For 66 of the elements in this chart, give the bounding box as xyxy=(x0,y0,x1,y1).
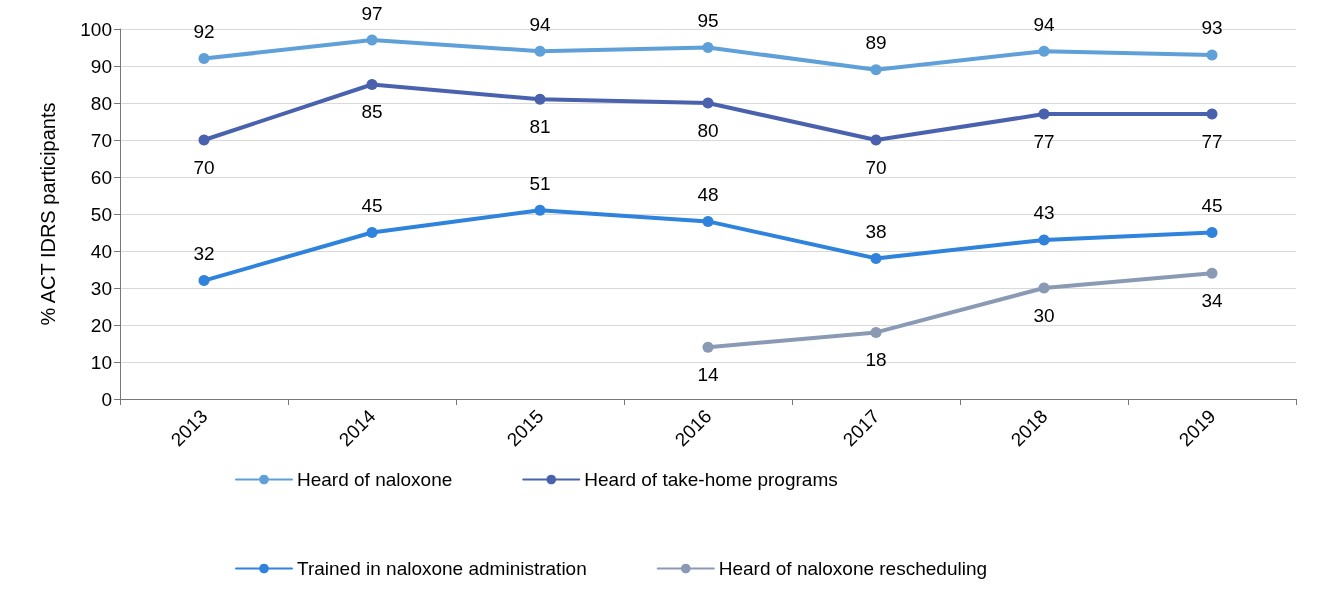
point xyxy=(1038,45,1050,57)
data-label: 85 xyxy=(361,101,383,122)
data-label: 18 xyxy=(865,348,887,370)
point xyxy=(1206,267,1218,279)
legend-label: Heard of naloxone rescheduling xyxy=(718,558,988,579)
data-label: 38 xyxy=(865,220,887,242)
point xyxy=(534,93,546,105)
y-tick-label: 10 xyxy=(90,351,112,373)
point xyxy=(870,326,882,338)
point xyxy=(702,42,714,53)
data-label: 89 xyxy=(865,32,887,54)
point xyxy=(1206,108,1218,120)
y-tick-label: 80 xyxy=(90,92,112,114)
data-label: 32 xyxy=(193,243,215,265)
y-axis-title: % ACT IDRS participants xyxy=(37,102,59,326)
data-label: 97 xyxy=(361,2,383,24)
y-tick-label: 100 xyxy=(80,18,112,40)
point xyxy=(1206,227,1218,238)
y-tick-label: 50 xyxy=(90,203,112,225)
y-tick-label: 70 xyxy=(90,129,112,151)
data-label: 70 xyxy=(193,156,215,178)
data-label: 94 xyxy=(529,13,551,35)
data-label: 48 xyxy=(697,183,719,205)
point xyxy=(870,252,882,264)
data-label: 45 xyxy=(1201,195,1223,216)
point xyxy=(366,79,378,90)
point xyxy=(702,97,714,109)
point xyxy=(534,45,546,57)
data-label: 77 xyxy=(1033,130,1055,152)
point xyxy=(534,204,546,216)
y-tick-label: 20 xyxy=(90,314,112,336)
point xyxy=(870,134,882,146)
data-label: 81 xyxy=(529,115,551,137)
point xyxy=(1038,108,1050,120)
data-label: 51 xyxy=(529,172,551,194)
data-label: 45 xyxy=(361,195,383,216)
point xyxy=(1038,282,1050,294)
point xyxy=(198,53,210,65)
point xyxy=(1038,234,1050,246)
y-tick-label: 40 xyxy=(90,240,112,262)
data-label: 70 xyxy=(865,156,887,178)
data-label: 94 xyxy=(1033,13,1055,35)
legend-label: Trained in naloxone administration xyxy=(297,558,587,579)
y-tick-label: 0 xyxy=(101,388,112,410)
point xyxy=(366,227,378,238)
y-tick-label: 60 xyxy=(90,166,112,188)
data-label: 95 xyxy=(697,10,719,31)
point xyxy=(198,275,210,287)
data-label: 30 xyxy=(1033,304,1055,326)
data-label: 34 xyxy=(1201,289,1223,311)
point xyxy=(366,34,378,46)
point xyxy=(1206,49,1218,61)
y-tick-label: 30 xyxy=(90,277,112,299)
data-label: 93 xyxy=(1201,17,1223,39)
data-label: 92 xyxy=(193,21,215,43)
point xyxy=(702,341,714,353)
legend-label: Heard of naloxone xyxy=(297,469,453,490)
point xyxy=(702,215,714,227)
legend-label: Heard of take-home programs xyxy=(584,469,838,490)
y-tick-label: 90 xyxy=(90,55,112,77)
point xyxy=(198,134,210,146)
data-label: 14 xyxy=(697,363,719,385)
data-label: 80 xyxy=(697,119,719,141)
point xyxy=(870,64,882,76)
data-label: 77 xyxy=(1201,130,1223,152)
data-label: 43 xyxy=(1033,202,1055,224)
